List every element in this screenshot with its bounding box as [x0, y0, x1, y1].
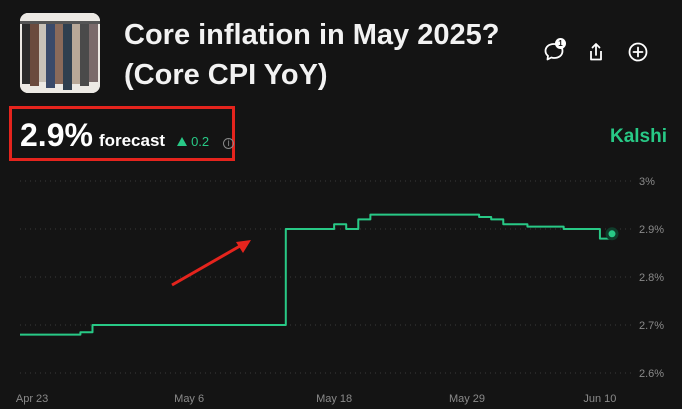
forecast-delta-value: 0.2 — [191, 134, 210, 149]
forecast-summary: 2.9% forecast 0.2 i — [20, 117, 235, 154]
y-axis: 3% 2.9% 2.8% 2.7% 2.6% — [639, 176, 664, 380]
y-tick-label: 2.9% — [639, 224, 664, 236]
share-button[interactable] — [582, 38, 610, 66]
clothing-rack-image — [20, 13, 100, 93]
forecast-delta: 0.2 — [177, 134, 209, 149]
title-line-2: (Core CPI YoY) — [124, 59, 328, 91]
chart-grid — [20, 180, 632, 374]
market-thumbnail — [20, 13, 100, 93]
y-tick-label: 3% — [639, 176, 655, 188]
x-tick-label: May 6 — [174, 393, 204, 405]
comment-button[interactable]: 1 — [540, 38, 568, 66]
x-tick-label: Apr 23 — [16, 393, 48, 405]
up-triangle-icon — [177, 137, 188, 146]
arrow-head-icon — [236, 240, 251, 253]
x-tick-label: May 18 — [316, 393, 352, 405]
market-title: Core inflation in May 2025? (Core CPI Yo… — [124, 15, 524, 95]
header-actions: 1 — [540, 38, 652, 66]
annotation-arrow — [171, 240, 251, 287]
add-icon — [628, 42, 648, 62]
info-icon[interactable]: i — [223, 138, 235, 149]
series-endpoint[interactable] — [605, 227, 619, 241]
forecast-highlight-box — [9, 106, 235, 161]
comment-count-badge: 1 — [555, 38, 566, 49]
x-axis: Apr 23 May 6 May 18 May 29 Jun 10 — [16, 393, 617, 405]
x-tick-label: May 29 — [449, 393, 485, 405]
add-button[interactable] — [624, 38, 652, 66]
x-tick-label: Jun 10 — [583, 393, 616, 405]
title-line-1: Core inflation in May 2025? — [124, 19, 500, 51]
share-icon — [590, 43, 602, 61]
y-tick-label: 2.8% — [639, 272, 664, 284]
forecast-label: forecast — [98, 131, 166, 150]
brand-logo: Kalshi — [609, 126, 667, 147]
y-tick-label: 2.6% — [639, 368, 664, 380]
y-tick-label: 2.7% — [639, 320, 664, 332]
forecast-value: 2.9% — [20, 117, 93, 153]
comment-icon — [544, 43, 564, 61]
series-line — [20, 213, 613, 336]
